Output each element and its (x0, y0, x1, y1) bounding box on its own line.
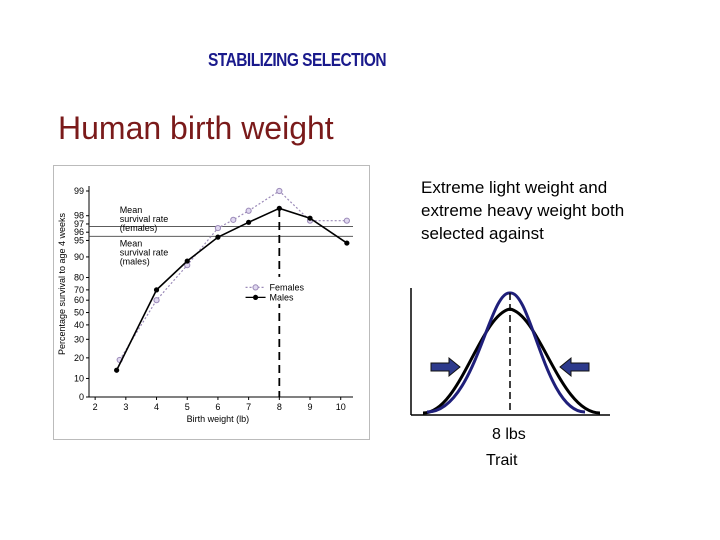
y-tick-label: 97 (74, 219, 84, 229)
x-tick-label: 9 (308, 402, 313, 412)
mean-survival-annotation: survival rate (120, 214, 169, 224)
legend-box (239, 276, 321, 304)
y-axis-label: Percentage survival to age 4 weeks (57, 212, 67, 355)
data-point-males (184, 258, 190, 264)
data-point-males (114, 367, 120, 373)
y-tick-label: 10 (74, 373, 84, 383)
data-point-males (215, 234, 221, 240)
data-point-males (246, 219, 252, 225)
x-tick-label: 7 (246, 402, 251, 412)
data-point-females (153, 297, 160, 304)
x-tick-label: 2 (93, 402, 98, 412)
y-tick-label: 50 (74, 308, 84, 318)
selection-description: Extreme light weight and extreme heavy w… (421, 178, 625, 243)
y-tick-label: 0 (79, 392, 84, 402)
y-tick-label: 30 (74, 334, 84, 344)
data-point-males (276, 205, 282, 211)
trait-axis-label: Trait (486, 452, 518, 469)
trait-value-label: 8 lbs (492, 426, 526, 443)
data-point-females (230, 216, 237, 223)
chart-frame (53, 165, 370, 440)
series-line-females (119, 190, 347, 361)
selection-curve-svg (410, 288, 610, 416)
y-tick-label: 40 (74, 320, 84, 330)
x-tick-label: 5 (185, 402, 190, 412)
y-tick-label: 99 (74, 186, 84, 196)
x-tick-label: 10 (336, 402, 346, 412)
y-tick-label: 20 (74, 353, 84, 363)
survival-chart: 0 10 20 30 40 50 60 70 80 90 95 96 97 98 99 2 3 4 5 6 7 8 9 10 B… (53, 165, 370, 440)
y-tick-label: 70 (74, 285, 84, 295)
data-point-males (153, 287, 160, 293)
x-tick-label: 8 (277, 402, 282, 412)
data-point-females (343, 217, 350, 224)
y-tick-label: 80 (74, 273, 84, 283)
data-point-females (276, 187, 283, 195)
y-tick-label: 95 (74, 235, 84, 245)
y-tick-label: 90 (74, 252, 84, 262)
data-point-males (307, 215, 313, 221)
legend-entry: Females (270, 282, 305, 292)
mean-survival-annotation: Mean (120, 205, 143, 215)
x-tick-label: 6 (215, 402, 220, 412)
series-line-males (115, 207, 348, 371)
header-title: STABILIZING SELECTION (208, 50, 387, 70)
y-tick-label: 60 (74, 295, 84, 305)
data-point-males (344, 240, 350, 246)
slide-title: Human birth weight (58, 110, 334, 146)
mean-survival-annotation: Mean (120, 238, 143, 248)
mean-survival-annotation: (males) (120, 256, 150, 266)
x-tick-label: 4 (154, 402, 159, 412)
x-tick-label: 3 (123, 402, 128, 412)
data-point-females (245, 207, 252, 214)
y-tick-label: 98 (74, 211, 84, 221)
left-selection-arrow (430, 356, 461, 378)
right-selection-arrow (559, 356, 590, 378)
legend-marker-males (252, 294, 259, 301)
x-axis-label: Birth weight (lb) (187, 414, 250, 424)
mean-survival-annotation: (females) (120, 223, 158, 233)
y-tick-label: 96 (74, 227, 84, 237)
selection-curve-diagram (405, 285, 615, 425)
legend-marker-females (252, 284, 259, 291)
legend-entry: Males (270, 292, 295, 302)
data-point-females (214, 224, 222, 232)
mean-survival-annotation: survival rate (120, 247, 169, 257)
